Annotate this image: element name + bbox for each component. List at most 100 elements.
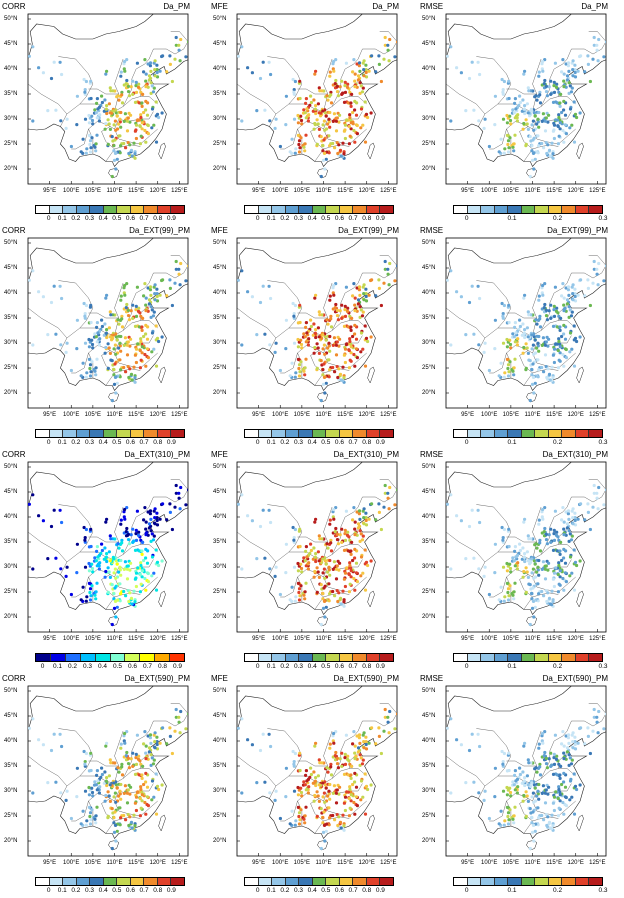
station-point xyxy=(269,72,273,77)
station-point xyxy=(364,292,368,296)
station-point xyxy=(139,785,143,789)
station-point xyxy=(387,731,391,735)
colorbar-swatch xyxy=(339,654,354,661)
station-point xyxy=(315,342,319,346)
station-point xyxy=(562,812,566,816)
station-point xyxy=(258,300,263,305)
station-point xyxy=(355,580,359,584)
colorbar-swatch xyxy=(299,878,313,885)
station-point xyxy=(339,602,343,606)
station-point xyxy=(355,804,359,808)
station-point xyxy=(139,134,143,138)
station-point xyxy=(146,356,150,360)
station-point xyxy=(449,343,453,347)
station-point xyxy=(446,278,449,282)
station-point xyxy=(98,337,102,341)
station-point xyxy=(343,808,347,813)
station-point xyxy=(543,750,547,755)
panel-metric-title: RMSE xyxy=(420,226,444,235)
station-point xyxy=(501,565,506,569)
station-point xyxy=(258,748,263,753)
colorbar-tick-label: 0.2 xyxy=(553,663,563,670)
station-point xyxy=(314,776,318,780)
station-point xyxy=(155,70,159,75)
station-point xyxy=(100,772,104,777)
station-point xyxy=(123,784,127,788)
station-point xyxy=(278,592,282,597)
station-point xyxy=(536,582,540,586)
station-point xyxy=(499,361,503,365)
station-point xyxy=(364,747,369,751)
station-point xyxy=(383,715,387,719)
station-point xyxy=(351,110,355,115)
station-point xyxy=(313,121,317,126)
station-point xyxy=(126,90,131,94)
station-point xyxy=(263,556,267,560)
station-point xyxy=(530,571,534,575)
station-point xyxy=(137,82,141,86)
station-point xyxy=(125,526,129,531)
station-point xyxy=(292,90,296,94)
station-point xyxy=(240,119,244,123)
station-point xyxy=(84,823,88,827)
station-point xyxy=(595,43,599,47)
station-point xyxy=(562,309,566,313)
colorbar-tick-label: 0.5 xyxy=(321,663,331,670)
station-point xyxy=(326,794,330,798)
station-point xyxy=(506,811,511,815)
station-point xyxy=(482,798,486,802)
station-point xyxy=(321,592,325,596)
station-point xyxy=(140,127,144,131)
station-point xyxy=(558,773,562,777)
station-point xyxy=(153,522,157,526)
map-panel: CORR Da_EXT(310)_PM 50°N 45°N 40°N 35°N 30°N 25… xyxy=(2,450,190,670)
station-point xyxy=(364,516,368,520)
station-point xyxy=(353,364,357,368)
station-point xyxy=(364,75,369,79)
station-point xyxy=(553,61,557,65)
province-boundary xyxy=(489,352,507,374)
station-point xyxy=(543,129,548,133)
station-point xyxy=(323,335,327,339)
station-point xyxy=(146,132,150,136)
station-point xyxy=(545,94,549,98)
station-point xyxy=(296,121,300,125)
longitude-label: 95°E xyxy=(461,412,475,418)
colorbar-tick-label: 0.1 xyxy=(57,439,67,446)
station-point xyxy=(393,503,397,507)
station-point xyxy=(337,815,341,819)
station-point xyxy=(501,314,505,318)
station-point xyxy=(573,747,578,751)
station-point xyxy=(350,764,354,768)
station-point xyxy=(104,331,108,335)
province-boundary xyxy=(489,800,507,822)
station-point xyxy=(551,548,556,552)
station-point xyxy=(274,565,278,569)
station-point xyxy=(129,785,133,789)
station-point xyxy=(502,79,506,84)
station-point xyxy=(336,599,340,604)
longitude-label: 125°E xyxy=(589,636,606,642)
colorbar xyxy=(35,653,185,662)
colorbar-swatch xyxy=(103,878,118,885)
station-point xyxy=(522,520,526,524)
station-point xyxy=(144,520,148,524)
station-point xyxy=(112,795,116,799)
station-point xyxy=(547,785,551,789)
station-point xyxy=(343,123,348,127)
station-point xyxy=(124,594,128,598)
station-point xyxy=(604,40,606,44)
station-point xyxy=(93,593,97,597)
station-point xyxy=(554,118,558,122)
station-point xyxy=(328,816,332,820)
colorbar-tick-label: 0.8 xyxy=(362,439,372,446)
station-point xyxy=(544,365,548,369)
station-point xyxy=(343,752,347,756)
longitude-label: 115°E xyxy=(337,412,354,418)
station-point xyxy=(550,141,554,145)
station-point xyxy=(568,532,572,536)
station-point xyxy=(129,85,133,89)
station-point xyxy=(135,285,139,289)
station-point xyxy=(348,337,352,341)
station-point xyxy=(506,150,511,154)
